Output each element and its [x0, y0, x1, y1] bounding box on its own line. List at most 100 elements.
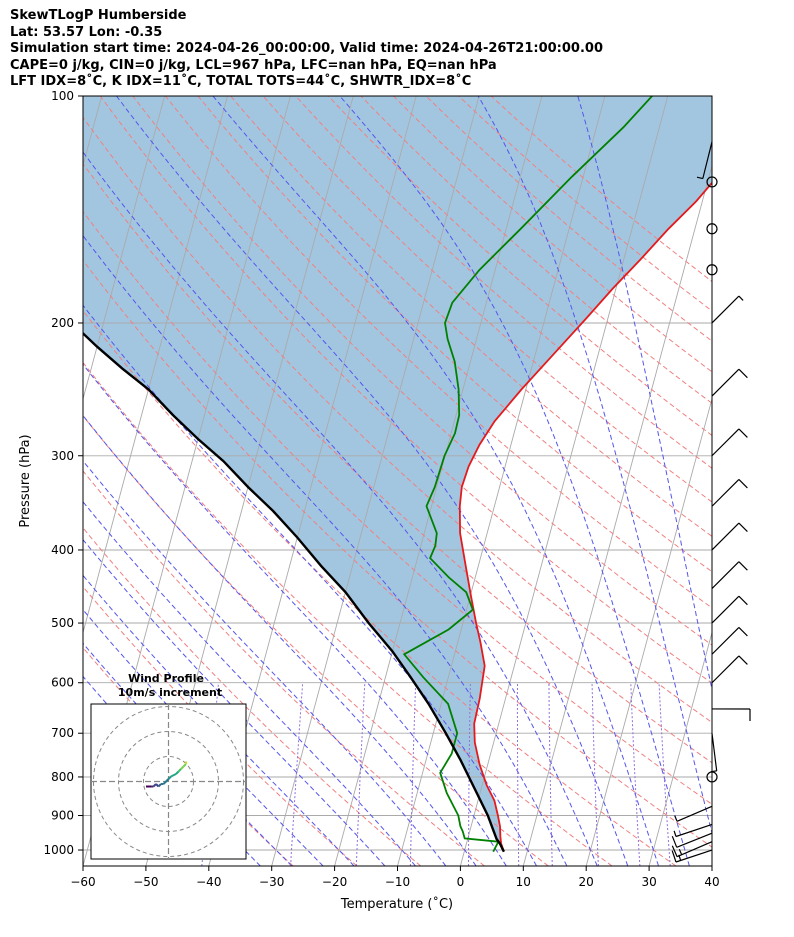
hodograph-segment: [162, 778, 170, 785]
isotherm-line: [648, 630, 712, 866]
wind-barb-flag: [738, 626, 748, 637]
title-line-5: LFT IDX=8˚C, K IDX=11˚C, TOTAL TOTS=44˚C…: [10, 74, 472, 89]
y-tick-label: 300: [51, 449, 74, 463]
hodograph-segment: [177, 768, 182, 773]
wind-barb-staff: [711, 478, 740, 507]
dry-adiabat-line: [165, 96, 712, 609]
dry-adiabat-line: [327, 96, 712, 437]
moist-adiabat-line: [83, 538, 386, 866]
isotherm-line: [775, 96, 794, 866]
y-tick-label: 1000: [43, 843, 74, 857]
x-tick-label: −30: [259, 875, 284, 889]
moist-adiabat-line: [577, 96, 712, 692]
x-tick-label: −60: [70, 875, 95, 889]
wind-barb: [711, 478, 748, 507]
wind-barb: [673, 823, 713, 838]
wind-barb-flag: [738, 368, 748, 379]
isotherm-line: [522, 163, 712, 866]
y-tick-label: 500: [51, 616, 74, 630]
hodograph-segment: [157, 783, 162, 788]
title-line-2: Lat: 53.57 Lon: -0.35: [10, 24, 163, 40]
isotherm-line: [83, 96, 166, 401]
x-tick-label: −50: [133, 875, 158, 889]
moist-adiabat-line: [83, 234, 568, 866]
wind-barbs: [671, 141, 751, 863]
wind-barb-flag: [738, 561, 748, 571]
y-tick-label: 400: [51, 543, 74, 557]
wind-barb: [706, 264, 718, 276]
x-tick-label: −10: [385, 875, 410, 889]
wind-barb-flag: [671, 850, 677, 863]
x-tick-label: 40: [704, 875, 719, 889]
hodograph-title: Wind Profile: [128, 672, 204, 685]
wind-barb: [711, 626, 748, 655]
wind-barb-flag: [738, 478, 748, 489]
dry-adiabat-line: [83, 163, 712, 764]
moist-adiabats: [83, 96, 712, 866]
wind-barb-half-flag: [696, 176, 703, 180]
hodograph-segment: [180, 765, 185, 770]
hodograph-subtitle: 10m/s increment: [118, 686, 222, 699]
dry-adiabat-line: [360, 96, 712, 404]
wind-barb-half-flag: [674, 815, 678, 822]
wind-barb: [671, 841, 713, 858]
wind-barb-flag: [738, 655, 748, 665]
hodograph-segment: [182, 763, 187, 768]
dry-adiabat-line: [83, 116, 712, 724]
wind-barb: [711, 428, 748, 457]
isotherm-line: [711, 864, 712, 866]
mixing-ratio-line: [409, 682, 417, 866]
dry-adiabat-line: [425, 96, 712, 342]
dry-adiabat-line: [83, 527, 422, 866]
temperature-line: [458, 181, 712, 852]
wind-barb: [706, 176, 718, 188]
y-axis-label: Pressure (hPa): [18, 434, 33, 527]
wind-barb-staff: [711, 733, 718, 771]
wind-barb-staff: [711, 295, 740, 324]
moist-adiabat-line: [212, 96, 659, 866]
dewpoint-line: [402, 96, 653, 853]
mixing-ratio-lines: [201, 682, 671, 866]
wind-barb-staff: [711, 655, 740, 684]
mixing-ratio-line: [591, 682, 599, 866]
moist-adiabat-line: [83, 363, 507, 866]
hodograph-inset: Wind Profile 10m/s increment: [90, 672, 247, 860]
hodograph-segment: [175, 770, 180, 775]
profile-lines: [83, 96, 712, 853]
dry-adiabat-line: [99, 96, 712, 684]
x-axis-ticks: −60 −50 −40 −30 −20 −10 0 10 20 30 40: [70, 866, 720, 889]
wind-barb-half-flag: [678, 848, 683, 855]
wind-barb: [711, 595, 748, 624]
parcel-line: [83, 331, 505, 853]
wind-barb-staff: [711, 626, 740, 655]
title-line-4: CAPE=0 j/kg, CIN=0 j/kg, LCL=967 hPa, LF…: [10, 57, 497, 73]
isotherm-line: [83, 96, 228, 635]
dry-adiabat-line: [230, 96, 712, 538]
cin-shaded-area: [83, 96, 712, 852]
dry-adiabat-line: [83, 259, 712, 848]
cape-cin-shading: [83, 96, 712, 852]
wind-barb-staff: [711, 595, 740, 624]
wind-barb-staff: [711, 561, 740, 589]
wind-barb: [671, 832, 713, 848]
wind-barb: [711, 708, 751, 721]
calm-wind-circle: [706, 223, 718, 235]
wind-barb-half-flag: [710, 770, 717, 773]
calm-wind-circle: [706, 176, 718, 188]
x-axis-label: Temperature (˚C): [340, 896, 453, 912]
mixing-ratio-line: [630, 682, 641, 866]
x-tick-label: 30: [641, 875, 656, 889]
mixing-ratio-line: [355, 682, 366, 866]
wind-barb: [674, 805, 713, 822]
dry-adiabat-line: [197, 96, 712, 573]
moist-adiabat-line: [83, 304, 537, 866]
calm-wind-circle: [706, 264, 718, 276]
y-tick-label: 800: [51, 770, 74, 784]
isotherm-line: [585, 397, 712, 866]
wind-barb: [696, 141, 713, 180]
title-line-3: Simulation start time: 2024-04-26_00:00:…: [10, 41, 603, 56]
wind-barb-half-flag: [738, 295, 744, 301]
wind-barb-staff: [711, 522, 740, 551]
wind-barb-half-flag: [673, 830, 677, 837]
wind-barb-staff: [711, 428, 740, 457]
